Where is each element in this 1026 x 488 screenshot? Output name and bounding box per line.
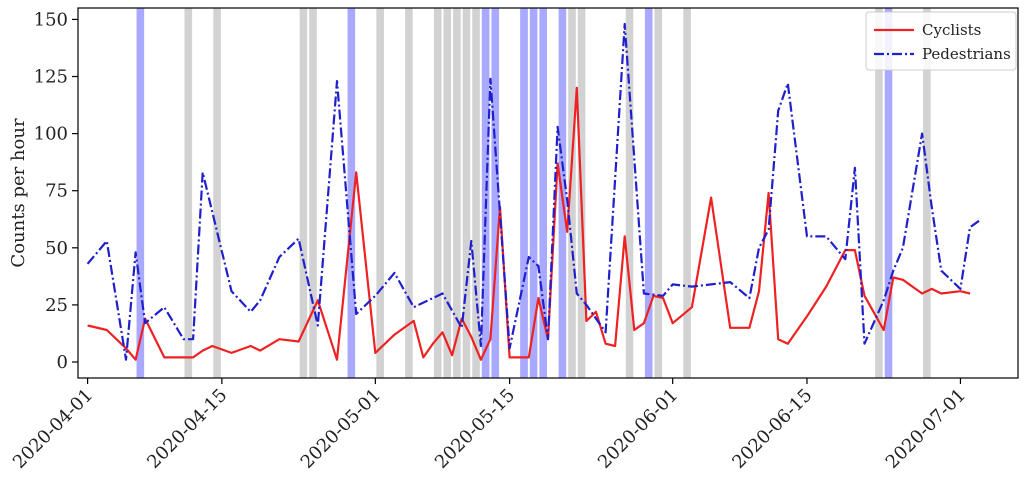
gray-band-5 (405, 8, 413, 378)
legend-label-cyclists: Cyclists (922, 21, 981, 39)
gray-band-2 (299, 8, 308, 378)
gray-band-20 (923, 8, 931, 378)
legend-box (865, 11, 1017, 71)
gray-band-8 (453, 8, 461, 378)
blue-band-0 (136, 8, 145, 378)
blue-band-5 (529, 8, 538, 378)
gray-band-4 (376, 8, 384, 378)
blue-band-2 (481, 8, 490, 378)
gray-band-7 (443, 8, 452, 378)
blue-band-4 (520, 8, 528, 378)
blue-band-1 (347, 8, 356, 378)
gray-band-16 (625, 8, 634, 378)
blue-band-8 (644, 8, 653, 378)
blue-band-3 (491, 8, 500, 378)
x-tick-label: 2020-07-01 (882, 385, 970, 473)
y-tick-label: 75 (45, 181, 68, 202)
gray-band-17 (654, 8, 663, 378)
x-tick-label: 2020-04-15 (143, 385, 231, 473)
x-axis: 2020-04-01 2020-04-15 2020-05-01 2020-05-15… (9, 378, 970, 473)
legend: Cyclists Pedestrians (865, 11, 1017, 71)
gray-band-14 (568, 8, 576, 378)
x-tick-label: 2020-05-15 (431, 385, 519, 473)
y-tick-label: 0 (57, 352, 68, 373)
blue-band-9 (884, 8, 893, 378)
legend-label-pedestrians: Pedestrians (922, 45, 1011, 63)
gray-band-18 (683, 8, 691, 378)
gray-band-0 (184, 8, 193, 378)
y-tick-label: 150 (34, 9, 68, 30)
y-tick-label: 125 (34, 67, 68, 88)
y-tick-label: 25 (45, 295, 68, 316)
plot-area-frame (77, 7, 1019, 379)
x-tick-label: 2020-06-01 (594, 385, 682, 473)
y-axis: 0 25 50 75 100 125 150 (34, 9, 78, 373)
gray-band-6 (433, 8, 442, 378)
x-tick-label: 2020-05-01 (297, 385, 385, 473)
y-tick-label: 50 (45, 238, 68, 259)
gray-band-9 (462, 8, 471, 378)
y-axis-label: Counts per hour (8, 118, 29, 268)
y-tick-label: 100 (34, 124, 68, 145)
series-lines (86, 22, 981, 361)
gray-band-1 (213, 8, 221, 378)
gray-band-10 (472, 8, 480, 378)
x-tick-label: 2020-04-01 (9, 385, 97, 473)
gray-band-3 (309, 8, 317, 378)
gray-band-19 (875, 8, 883, 378)
blue-band-6 (539, 8, 547, 378)
x-tick-label: 2020-06-15 (728, 385, 816, 473)
